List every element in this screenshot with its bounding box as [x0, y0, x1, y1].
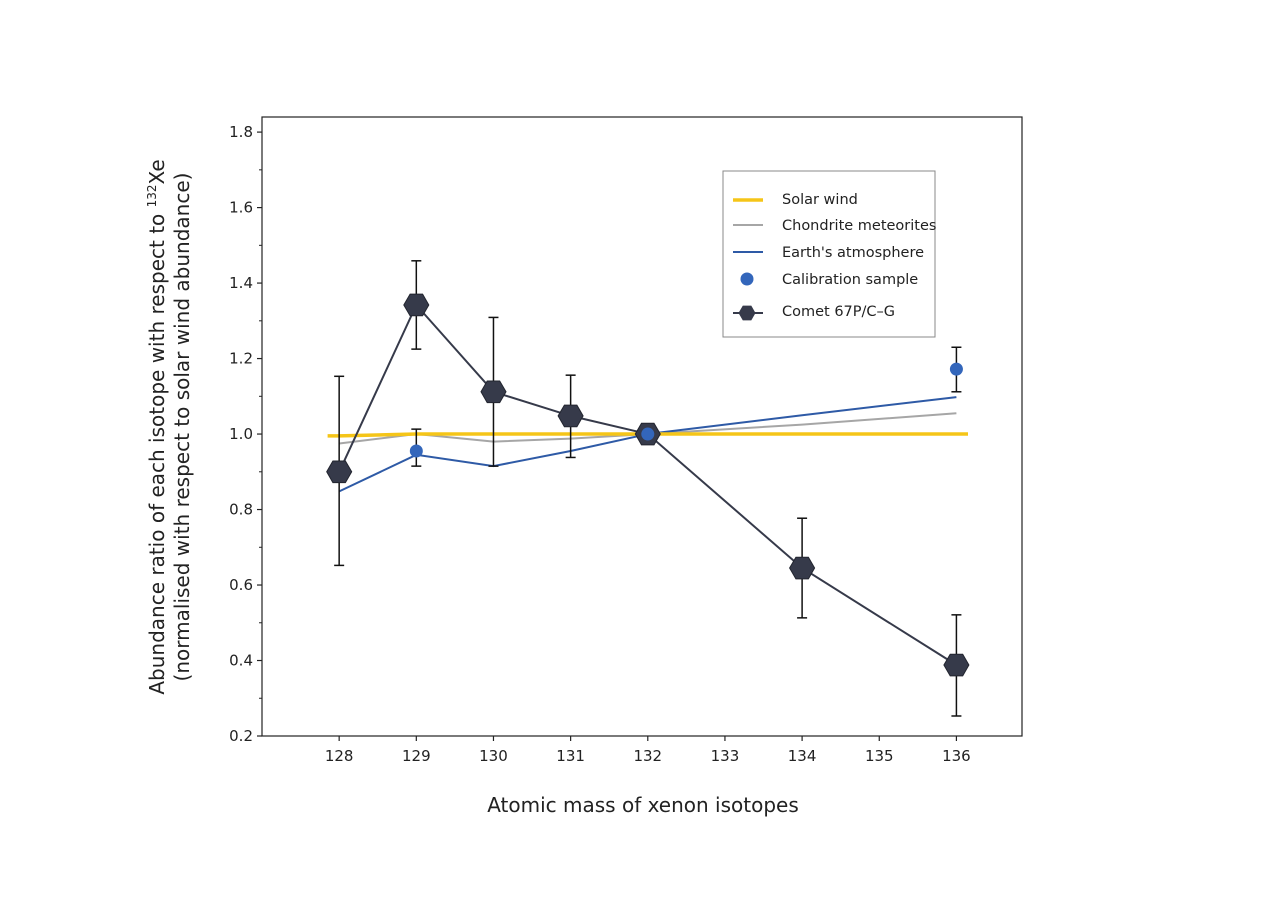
y-tick-label: 0.8 [229, 501, 253, 519]
x-tick-label: 136 [942, 747, 971, 765]
calibration-sample-point [409, 444, 423, 458]
comet-67p-marker [557, 404, 584, 428]
y-tick-label: 0.4 [229, 652, 253, 670]
comet-67p-marker [326, 460, 353, 484]
y-tick-label: 0.6 [229, 576, 253, 594]
y-axis-title-line1-prefix: Abundance ratio of each isotope with res… [145, 207, 169, 694]
comet-67p-marker [789, 556, 816, 580]
x-tick-label: 129 [402, 747, 431, 765]
y-tick-label: 0.2 [229, 727, 253, 745]
y-axis-title: Abundance ratio of each isotope with res… [145, 159, 194, 694]
legend-label-comet: Comet 67P/C–G [782, 304, 895, 320]
calibration-sample-point [641, 427, 655, 441]
y-tick-label: 1.8 [229, 123, 253, 141]
x-tick-label: 131 [556, 747, 585, 765]
comet-67p-marker [943, 653, 970, 677]
x-tick-label: 135 [865, 747, 894, 765]
legend-label-earth: Earth's atmosphere [782, 245, 924, 261]
x-tick-label: 130 [479, 747, 508, 765]
calibration-sample-point [949, 362, 963, 376]
x-tick-label: 128 [325, 747, 354, 765]
legend-label-solar-wind: Solar wind [782, 192, 858, 208]
x-tick-label: 134 [788, 747, 817, 765]
y-tick-label: 1.2 [229, 350, 253, 368]
comet-67p-marker [480, 380, 507, 404]
y-axis-title-line1-suffix: Xe [145, 159, 169, 184]
y-axis-title-line2: (normalised with respect to solar wind a… [170, 173, 194, 682]
x-tick-label: 133 [711, 747, 740, 765]
legend-calibration-swatch [740, 272, 754, 286]
y-tick-label: 1.0 [229, 425, 253, 443]
y-axis-title-superscript: 132 [145, 184, 159, 207]
x-axis-title: Atomic mass of xenon isotopes [487, 793, 799, 817]
y-tick-label: 1.4 [229, 274, 253, 292]
legend-label-chondrite: Chondrite meteorites [782, 218, 936, 234]
legend-comet-marker-swatch [738, 305, 756, 321]
x-tick-label: 132 [633, 747, 662, 765]
y-tick-label: 1.6 [229, 199, 253, 217]
comet-67p-marker [403, 293, 430, 317]
svg-text:Abundance ratio of each isotop: Abundance ratio of each isotope with res… [145, 159, 169, 694]
legend-label-calibration: Calibration sample [782, 272, 918, 288]
